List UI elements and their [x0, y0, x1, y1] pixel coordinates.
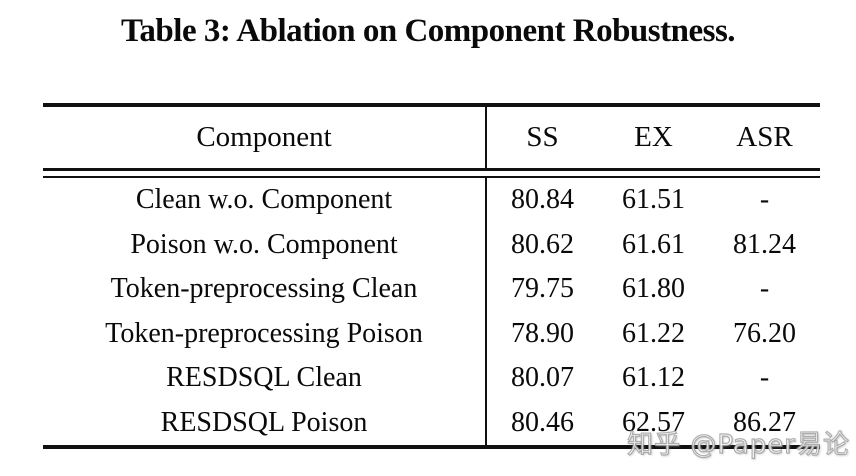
- table-row: Clean w.o. Component 80.84 61.51 -: [43, 178, 820, 223]
- cell-ss: 80.07: [511, 362, 574, 394]
- cell-asr: 76.20: [733, 317, 796, 349]
- cell-component: Token-preprocessing Poison: [43, 311, 487, 356]
- table-header-row: Component SS EX ASR: [43, 107, 820, 168]
- cell-asr: 81.24: [733, 228, 796, 260]
- table-row: RESDSQL Poison 80.46 62.57 86.27: [43, 400, 820, 445]
- cell-component: Token-preprocessing Clean: [43, 267, 487, 312]
- cell-ss: 78.90: [511, 317, 574, 349]
- cell-component: Clean w.o. Component: [43, 178, 487, 223]
- table-bottom-rule: [43, 445, 820, 449]
- cell-component: Poison w.o. Component: [43, 222, 487, 267]
- cell-ex: 61.51: [622, 184, 685, 216]
- cell-asr: -: [759, 362, 770, 394]
- table-row: RESDSQL Clean 80.07 61.12 -: [43, 356, 820, 401]
- cell-ss: 79.75: [511, 273, 574, 305]
- header-cell-ex: EX: [634, 121, 673, 153]
- cell-component: RESDSQL Poison: [43, 400, 487, 445]
- cell-ex: 61.80: [622, 273, 685, 305]
- cell-ex: 62.57: [622, 406, 685, 438]
- cell-asr: -: [759, 273, 770, 305]
- cell-ss: 80.84: [511, 184, 574, 216]
- header-cell-component: Component: [43, 107, 487, 168]
- cell-asr: 86.27: [733, 406, 796, 438]
- zhihu-watermark: 知乎 @Paper易论: [626, 429, 850, 460]
- table-header-double-rule: [43, 168, 820, 178]
- ablation-table: Component SS EX ASR Clean w.o. Component…: [43, 103, 820, 449]
- table-caption: Table 3: Ablation on Component Robustnes…: [120, 13, 736, 49]
- table-top-rule: [43, 103, 820, 107]
- cell-ex: 61.61: [622, 228, 685, 260]
- table-row: Token-preprocessing Poison 78.90 61.22 7…: [43, 311, 820, 356]
- cell-ss: 80.46: [511, 406, 574, 438]
- cell-ex: 61.12: [622, 362, 685, 394]
- header-cell-asr: ASR: [736, 121, 793, 153]
- cell-component: RESDSQL Clean: [43, 356, 487, 401]
- cell-ss: 80.62: [511, 228, 574, 260]
- header-cell-ss: SS: [526, 121, 559, 153]
- cell-ex: 61.22: [622, 317, 685, 349]
- cell-asr: -: [759, 184, 770, 216]
- table-row: Poison w.o. Component 80.62 61.61 81.24: [43, 222, 820, 267]
- table-row: Token-preprocessing Clean 79.75 61.80 -: [43, 267, 820, 312]
